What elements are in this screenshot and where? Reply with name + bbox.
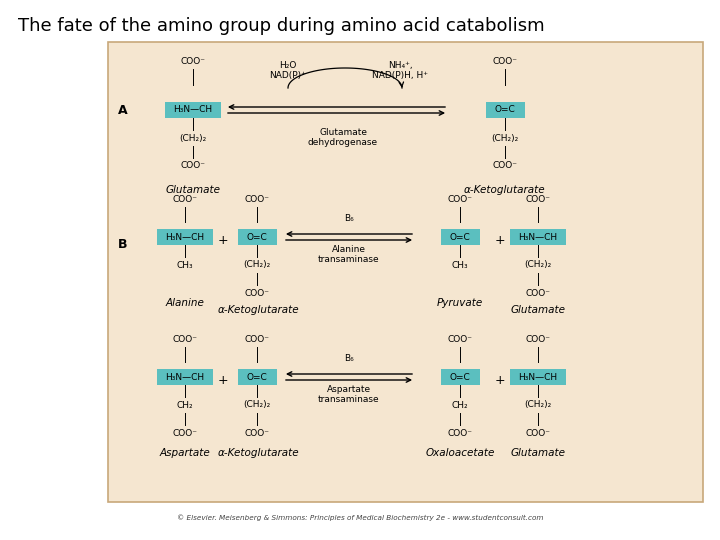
Text: H₃N—CH: H₃N—CH [166,373,204,381]
FancyBboxPatch shape [510,369,566,385]
Text: CH₂: CH₂ [176,401,193,409]
Text: COO⁻: COO⁻ [526,288,551,298]
Text: COO⁻: COO⁻ [181,57,205,66]
Text: CH₂: CH₂ [451,401,468,409]
Text: COO⁻: COO⁻ [173,429,197,437]
Text: © Elsevier. Meisenberg & Simmons: Principles of Medical Biochemistry 2e - www.st: © Elsevier. Meisenberg & Simmons: Princi… [176,515,544,521]
Text: Glutamate: Glutamate [166,185,220,195]
Text: Aspartate
transaminase: Aspartate transaminase [318,385,380,404]
Text: (CH₂)₂: (CH₂)₂ [524,401,552,409]
Text: (CH₂)₂: (CH₂)₂ [243,260,271,269]
Text: COO⁻: COO⁻ [245,429,269,437]
Text: O=C: O=C [449,373,470,381]
Text: CH₃: CH₃ [451,260,468,269]
Text: COO⁻: COO⁻ [526,195,551,205]
Text: α-Ketoglutarate: α-Ketoglutarate [464,185,546,195]
Text: +: + [217,233,228,246]
FancyBboxPatch shape [238,369,276,385]
Text: Oxaloacetate: Oxaloacetate [426,448,495,458]
Text: Glutamate
dehydrogenase: Glutamate dehydrogenase [308,128,378,147]
Text: COO⁻: COO⁻ [526,429,551,437]
FancyBboxPatch shape [157,369,213,385]
Text: COO⁻: COO⁻ [492,160,518,170]
FancyBboxPatch shape [485,102,524,118]
Text: H₃N—CH: H₃N—CH [166,233,204,241]
FancyBboxPatch shape [108,42,703,502]
Text: COO⁻: COO⁻ [526,335,551,345]
Text: COO⁻: COO⁻ [173,335,197,345]
Text: COO⁻: COO⁻ [181,160,205,170]
Text: (CH₂)₂: (CH₂)₂ [179,133,207,143]
Text: +: + [495,374,505,387]
Text: B₆: B₆ [344,214,354,223]
Text: COO⁻: COO⁻ [448,335,472,345]
Text: A: A [118,104,127,117]
Text: The fate of the amino group during amino acid catabolism: The fate of the amino group during amino… [18,17,544,35]
Text: COO⁻: COO⁻ [245,335,269,345]
Text: COO⁻: COO⁻ [448,195,472,205]
Text: (CH₂)₂: (CH₂)₂ [491,133,518,143]
FancyBboxPatch shape [441,369,480,385]
Text: O=C: O=C [247,233,267,241]
Text: Pyruvate: Pyruvate [437,298,483,308]
Text: H₂O
NAD(P)⁺: H₂O NAD(P)⁺ [269,60,307,80]
Text: NH₄⁺,
NAD(P)H, H⁺: NH₄⁺, NAD(P)H, H⁺ [372,60,428,80]
Text: H₃N—CH: H₃N—CH [174,105,212,114]
Text: COO⁻: COO⁻ [245,195,269,205]
Text: (CH₂)₂: (CH₂)₂ [243,401,271,409]
Text: COO⁻: COO⁻ [245,288,269,298]
Text: COO⁻: COO⁻ [448,429,472,437]
FancyBboxPatch shape [165,102,221,118]
Text: Glutamate: Glutamate [510,448,565,458]
Text: CH₃: CH₃ [176,260,193,269]
Text: Glutamate: Glutamate [510,305,565,315]
Text: Alanine: Alanine [166,298,204,308]
Text: O=C: O=C [495,105,516,114]
Text: Aspartate: Aspartate [160,448,210,458]
Text: O=C: O=C [449,233,470,241]
FancyBboxPatch shape [157,229,213,245]
FancyBboxPatch shape [510,229,566,245]
Text: O=C: O=C [247,373,267,381]
Text: α-Ketoglutarate: α-Ketoglutarate [218,448,300,458]
Text: COO⁻: COO⁻ [173,195,197,205]
Text: (CH₂)₂: (CH₂)₂ [524,260,552,269]
Text: +: + [495,233,505,246]
Text: α-Ketoglutarate: α-Ketoglutarate [218,305,300,315]
FancyBboxPatch shape [238,229,276,245]
Text: B₆: B₆ [344,354,354,363]
Text: +: + [217,374,228,387]
Text: H₃N—CH: H₃N—CH [518,373,557,381]
Text: COO⁻: COO⁻ [492,57,518,66]
Text: B: B [118,239,127,252]
Text: H₃N—CH: H₃N—CH [518,233,557,241]
FancyBboxPatch shape [441,229,480,245]
Text: Alanine
transaminase: Alanine transaminase [318,245,380,265]
